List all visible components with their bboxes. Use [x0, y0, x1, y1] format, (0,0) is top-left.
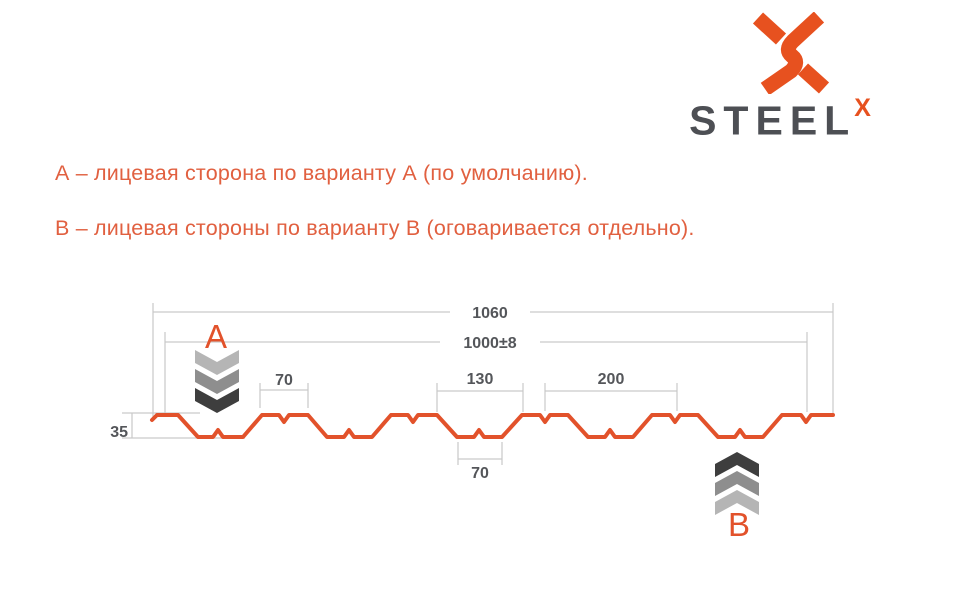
- steelx-logo-icon: [752, 12, 829, 94]
- note-variant-b: В – лицевая стороны по варианту В (огова…: [55, 216, 695, 240]
- logo-wordmark: STEELX: [674, 96, 888, 144]
- logo: STEELX: [674, 12, 888, 142]
- dimension-label-1060: 1060: [472, 305, 508, 322]
- dimension-label-200: 200: [598, 371, 625, 388]
- dimension-trough-bottom: 70: [457, 442, 503, 482]
- logo-brand-text: STEEL: [689, 97, 857, 144]
- note-variant-a: А – лицевая сторона по варианту А (по ум…: [55, 161, 588, 185]
- dimension-label-1000: 1000±8: [463, 335, 516, 352]
- marker-b: B: [715, 452, 759, 543]
- dimension-label-70-top: 70: [275, 372, 293, 389]
- dimension-working-width: 1000±8: [164, 332, 808, 413]
- dimension-label-130: 130: [467, 371, 494, 388]
- dimension-rib-pitch: 200: [544, 371, 678, 411]
- marker-b-letter: B: [728, 506, 750, 543]
- dimension-crest-width: 70: [259, 372, 309, 408]
- marker-a-letter: A: [205, 318, 227, 355]
- dimension-label-70-bottom: 70: [471, 465, 489, 482]
- dimension-trough-opening: 130: [436, 371, 524, 412]
- marker-b-chevrons-up-icon: [715, 452, 759, 515]
- profile-outline: [150, 413, 835, 439]
- logo-superscript-x: X: [854, 94, 871, 122]
- marker-a: A: [195, 318, 239, 413]
- dimension-overall-width: 1060: [152, 303, 834, 418]
- marker-a-chevrons-down-icon: [195, 350, 239, 413]
- dimension-label-35: 35: [110, 424, 128, 441]
- dimension-profile-height: 35: [110, 412, 245, 441]
